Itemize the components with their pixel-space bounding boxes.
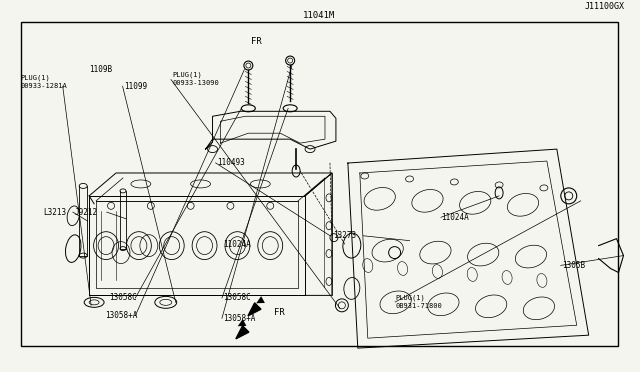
Text: 11099: 11099 xyxy=(125,82,148,91)
Text: 13058C: 13058C xyxy=(223,294,251,302)
Text: PLUG(1): PLUG(1) xyxy=(395,295,425,301)
Text: 0B931-71800: 0B931-71800 xyxy=(395,303,442,309)
Text: 13058C: 13058C xyxy=(109,294,137,302)
Text: 13058+A: 13058+A xyxy=(223,314,255,323)
Polygon shape xyxy=(248,303,261,316)
Text: PLUG(1): PLUG(1) xyxy=(172,71,202,78)
Text: PLUG(1): PLUG(1) xyxy=(20,74,51,81)
Text: 11041M: 11041M xyxy=(303,12,335,20)
Bar xyxy=(20,22,618,346)
Text: 13058+A: 13058+A xyxy=(105,311,137,320)
Text: 1305B: 1305B xyxy=(562,261,585,270)
Text: J11100GX: J11100GX xyxy=(584,2,625,11)
Text: 1109B: 1109B xyxy=(90,65,113,74)
Text: 00933-13090: 00933-13090 xyxy=(172,80,219,86)
Text: 11024A: 11024A xyxy=(441,213,468,222)
Text: L3213: L3213 xyxy=(43,208,66,217)
Text: FR: FR xyxy=(251,37,262,46)
Text: 00933-1281A: 00933-1281A xyxy=(20,83,67,89)
Text: 110493: 110493 xyxy=(217,158,244,167)
Polygon shape xyxy=(236,326,249,339)
Text: 13273: 13273 xyxy=(333,231,356,240)
Text: 11024A: 11024A xyxy=(223,240,251,249)
Text: FR: FR xyxy=(274,308,285,317)
Text: J9212: J9212 xyxy=(75,208,98,217)
